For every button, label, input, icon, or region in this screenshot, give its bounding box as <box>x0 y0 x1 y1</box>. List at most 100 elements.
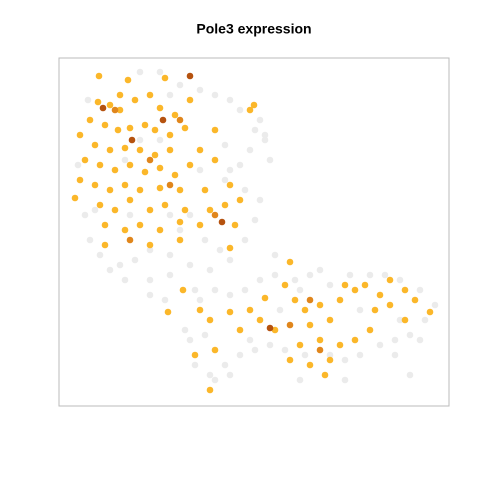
point <box>166 131 174 139</box>
point <box>146 276 154 284</box>
point <box>136 146 144 154</box>
point <box>201 236 209 244</box>
point <box>296 286 304 294</box>
point <box>326 356 334 364</box>
point <box>281 281 289 289</box>
point <box>84 96 92 104</box>
point <box>426 308 434 316</box>
point <box>406 331 414 339</box>
point <box>401 286 409 294</box>
point <box>171 111 179 119</box>
point <box>211 126 219 134</box>
point <box>376 291 384 299</box>
point <box>286 356 294 364</box>
point <box>126 196 134 204</box>
point <box>121 276 129 284</box>
point <box>256 316 264 324</box>
point <box>336 341 344 349</box>
point <box>231 221 239 229</box>
point <box>291 276 299 284</box>
point <box>356 351 364 359</box>
point <box>101 241 109 249</box>
point <box>206 266 214 274</box>
point <box>166 181 174 189</box>
point <box>261 136 269 144</box>
point <box>226 291 234 299</box>
point <box>316 336 324 344</box>
point <box>226 96 234 104</box>
point <box>121 226 129 234</box>
point <box>166 91 174 99</box>
point <box>266 324 274 332</box>
point <box>246 306 254 314</box>
point <box>286 258 294 266</box>
point <box>256 196 264 204</box>
point <box>221 361 229 369</box>
point <box>236 106 244 114</box>
point <box>196 221 204 229</box>
point <box>181 124 189 132</box>
point <box>136 68 144 76</box>
point <box>161 201 169 209</box>
point <box>116 261 124 269</box>
point <box>166 211 174 219</box>
point <box>316 266 324 274</box>
point <box>71 194 79 202</box>
point <box>356 306 364 314</box>
point <box>176 116 184 124</box>
point <box>386 301 394 309</box>
point <box>276 306 284 314</box>
point <box>251 126 259 134</box>
point <box>201 331 209 339</box>
point <box>226 244 234 252</box>
point <box>141 121 149 129</box>
point <box>114 126 122 134</box>
point <box>266 341 274 349</box>
point <box>336 296 344 304</box>
point <box>196 166 204 174</box>
point <box>196 296 204 304</box>
point <box>431 301 439 309</box>
point <box>91 181 99 189</box>
point <box>306 296 314 304</box>
point <box>211 286 219 294</box>
point <box>74 161 82 169</box>
point <box>226 256 234 264</box>
point <box>156 136 164 144</box>
point <box>176 186 184 194</box>
point <box>306 271 314 279</box>
point <box>111 206 119 214</box>
point <box>141 168 149 176</box>
point <box>116 106 124 114</box>
point <box>316 301 324 309</box>
point <box>211 211 219 219</box>
point <box>126 124 134 132</box>
point <box>101 221 109 229</box>
point <box>246 336 254 344</box>
point <box>86 236 94 244</box>
point <box>341 356 349 364</box>
point <box>221 141 229 149</box>
point <box>251 216 259 224</box>
point <box>306 361 314 369</box>
point <box>346 271 354 279</box>
point <box>296 376 304 384</box>
point <box>91 141 99 149</box>
point <box>221 201 229 209</box>
point <box>236 326 244 334</box>
point <box>166 251 174 259</box>
point <box>151 151 159 159</box>
point <box>261 131 269 139</box>
point <box>241 236 249 244</box>
point <box>179 286 187 294</box>
point <box>366 326 374 334</box>
point <box>196 146 204 154</box>
point <box>156 104 164 112</box>
point <box>246 146 254 154</box>
point <box>321 371 329 379</box>
point <box>306 321 314 329</box>
point <box>201 186 209 194</box>
point <box>401 316 409 324</box>
point <box>351 336 359 344</box>
